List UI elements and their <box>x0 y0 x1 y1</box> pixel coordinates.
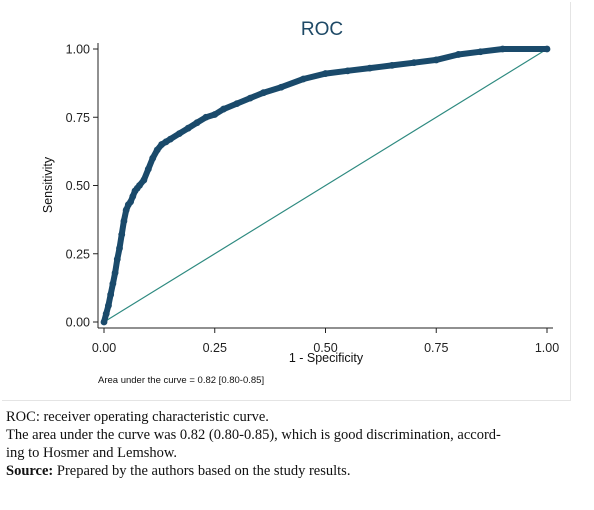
roc-curve-point <box>455 51 462 58</box>
roc-curve-point <box>107 291 115 299</box>
roc-curve-point <box>211 111 219 118</box>
y-tick-label: 0.25 <box>66 247 90 261</box>
roc-curve-point <box>129 193 137 200</box>
x-tick-label: 0.25 <box>203 341 227 355</box>
roc-curve-point <box>299 75 307 83</box>
x-tick-label: 0.75 <box>424 341 448 355</box>
reference-line <box>103 48 548 323</box>
roc-curve-point <box>344 67 352 75</box>
roc-chart: ROC 0.00 0.25 0.50 0.75 1.00 0.00 0.25 0.50 0.75… <box>41 19 560 386</box>
roc-curve-point <box>246 94 254 102</box>
roc-curve-point <box>233 100 241 107</box>
roc-curve-point <box>220 105 228 113</box>
roc-curve-point <box>113 255 121 263</box>
y-axis-label: Sensitivity <box>41 156 55 213</box>
roc-curve-point <box>109 280 117 288</box>
roc-curve-point <box>122 206 130 214</box>
y-tick-label: 0.50 <box>66 179 90 193</box>
roc-curve-point <box>410 59 418 67</box>
roc-curve-point <box>260 89 267 97</box>
roc-curve-point <box>432 56 440 64</box>
figure-caption: ROC: receiver operating characteristic c… <box>6 408 592 480</box>
x-tick-label: 0.00 <box>92 341 116 355</box>
source-text: Prepared by the authors based on the stu… <box>53 463 351 479</box>
roc-curve-point <box>366 64 374 72</box>
caption-line-3: ing to Hosmer and Lemshow. <box>6 445 178 461</box>
x-tick-label: 1.00 <box>535 341 559 355</box>
x-axis-label: 1 - Specificity <box>289 351 364 365</box>
roc-curve-point <box>543 45 551 53</box>
roc-curve-point <box>111 269 119 277</box>
axes: 0.00 0.25 0.50 0.75 1.00 0.00 0.25 0.50 0.75 1.00 <box>66 43 560 356</box>
roc-curve-point <box>105 302 112 310</box>
y-tick-label: 0.00 <box>66 316 90 330</box>
chart-title: ROC <box>301 19 343 40</box>
roc-curve-point <box>184 124 192 132</box>
roc-curve-point <box>477 48 484 56</box>
caption-line-2: The area under the curve was 0.82 (0.80-… <box>6 427 501 443</box>
roc-curve-point <box>322 70 329 77</box>
y-tick-label: 0.75 <box>66 111 90 125</box>
roc-curve-point <box>388 61 396 69</box>
roc-curve-point <box>175 130 183 138</box>
source-label: Source: <box>6 463 54 479</box>
roc-curve-point <box>116 244 123 252</box>
roc-curve-point <box>140 176 148 184</box>
auc-note: Area under the curve = 0.82 [0.80-0.85] <box>98 375 264 386</box>
roc-curve-point <box>102 310 110 318</box>
x-tick-label: 0.50 <box>313 341 337 355</box>
roc-curve-point <box>144 165 152 173</box>
roc-curve-point <box>202 113 210 121</box>
roc-curve-point <box>118 231 126 239</box>
roc-curve-point <box>127 198 134 206</box>
roc-curve-point <box>100 318 108 326</box>
roc-curve-group <box>100 45 551 326</box>
reference-line-group <box>103 48 548 323</box>
roc-curve-point <box>167 135 174 143</box>
roc-curve-point <box>149 154 157 162</box>
roc-curve-point <box>136 182 143 189</box>
y-tick-label: 1.00 <box>66 43 90 57</box>
chart-frame: ROC 0.00 0.25 0.50 0.75 1.00 0.00 0.25 0.50 0.75… <box>2 2 571 401</box>
roc-curve-point <box>277 83 285 91</box>
caption-line-1: ROC: receiver operating characteristic c… <box>6 409 269 425</box>
roc-curve-point <box>153 146 161 154</box>
roc-curve-point <box>193 119 201 127</box>
caption-source: Source: Prepared by the authors based on… <box>6 462 592 480</box>
roc-curve-point <box>499 45 507 53</box>
roc-curve-point <box>120 217 128 225</box>
